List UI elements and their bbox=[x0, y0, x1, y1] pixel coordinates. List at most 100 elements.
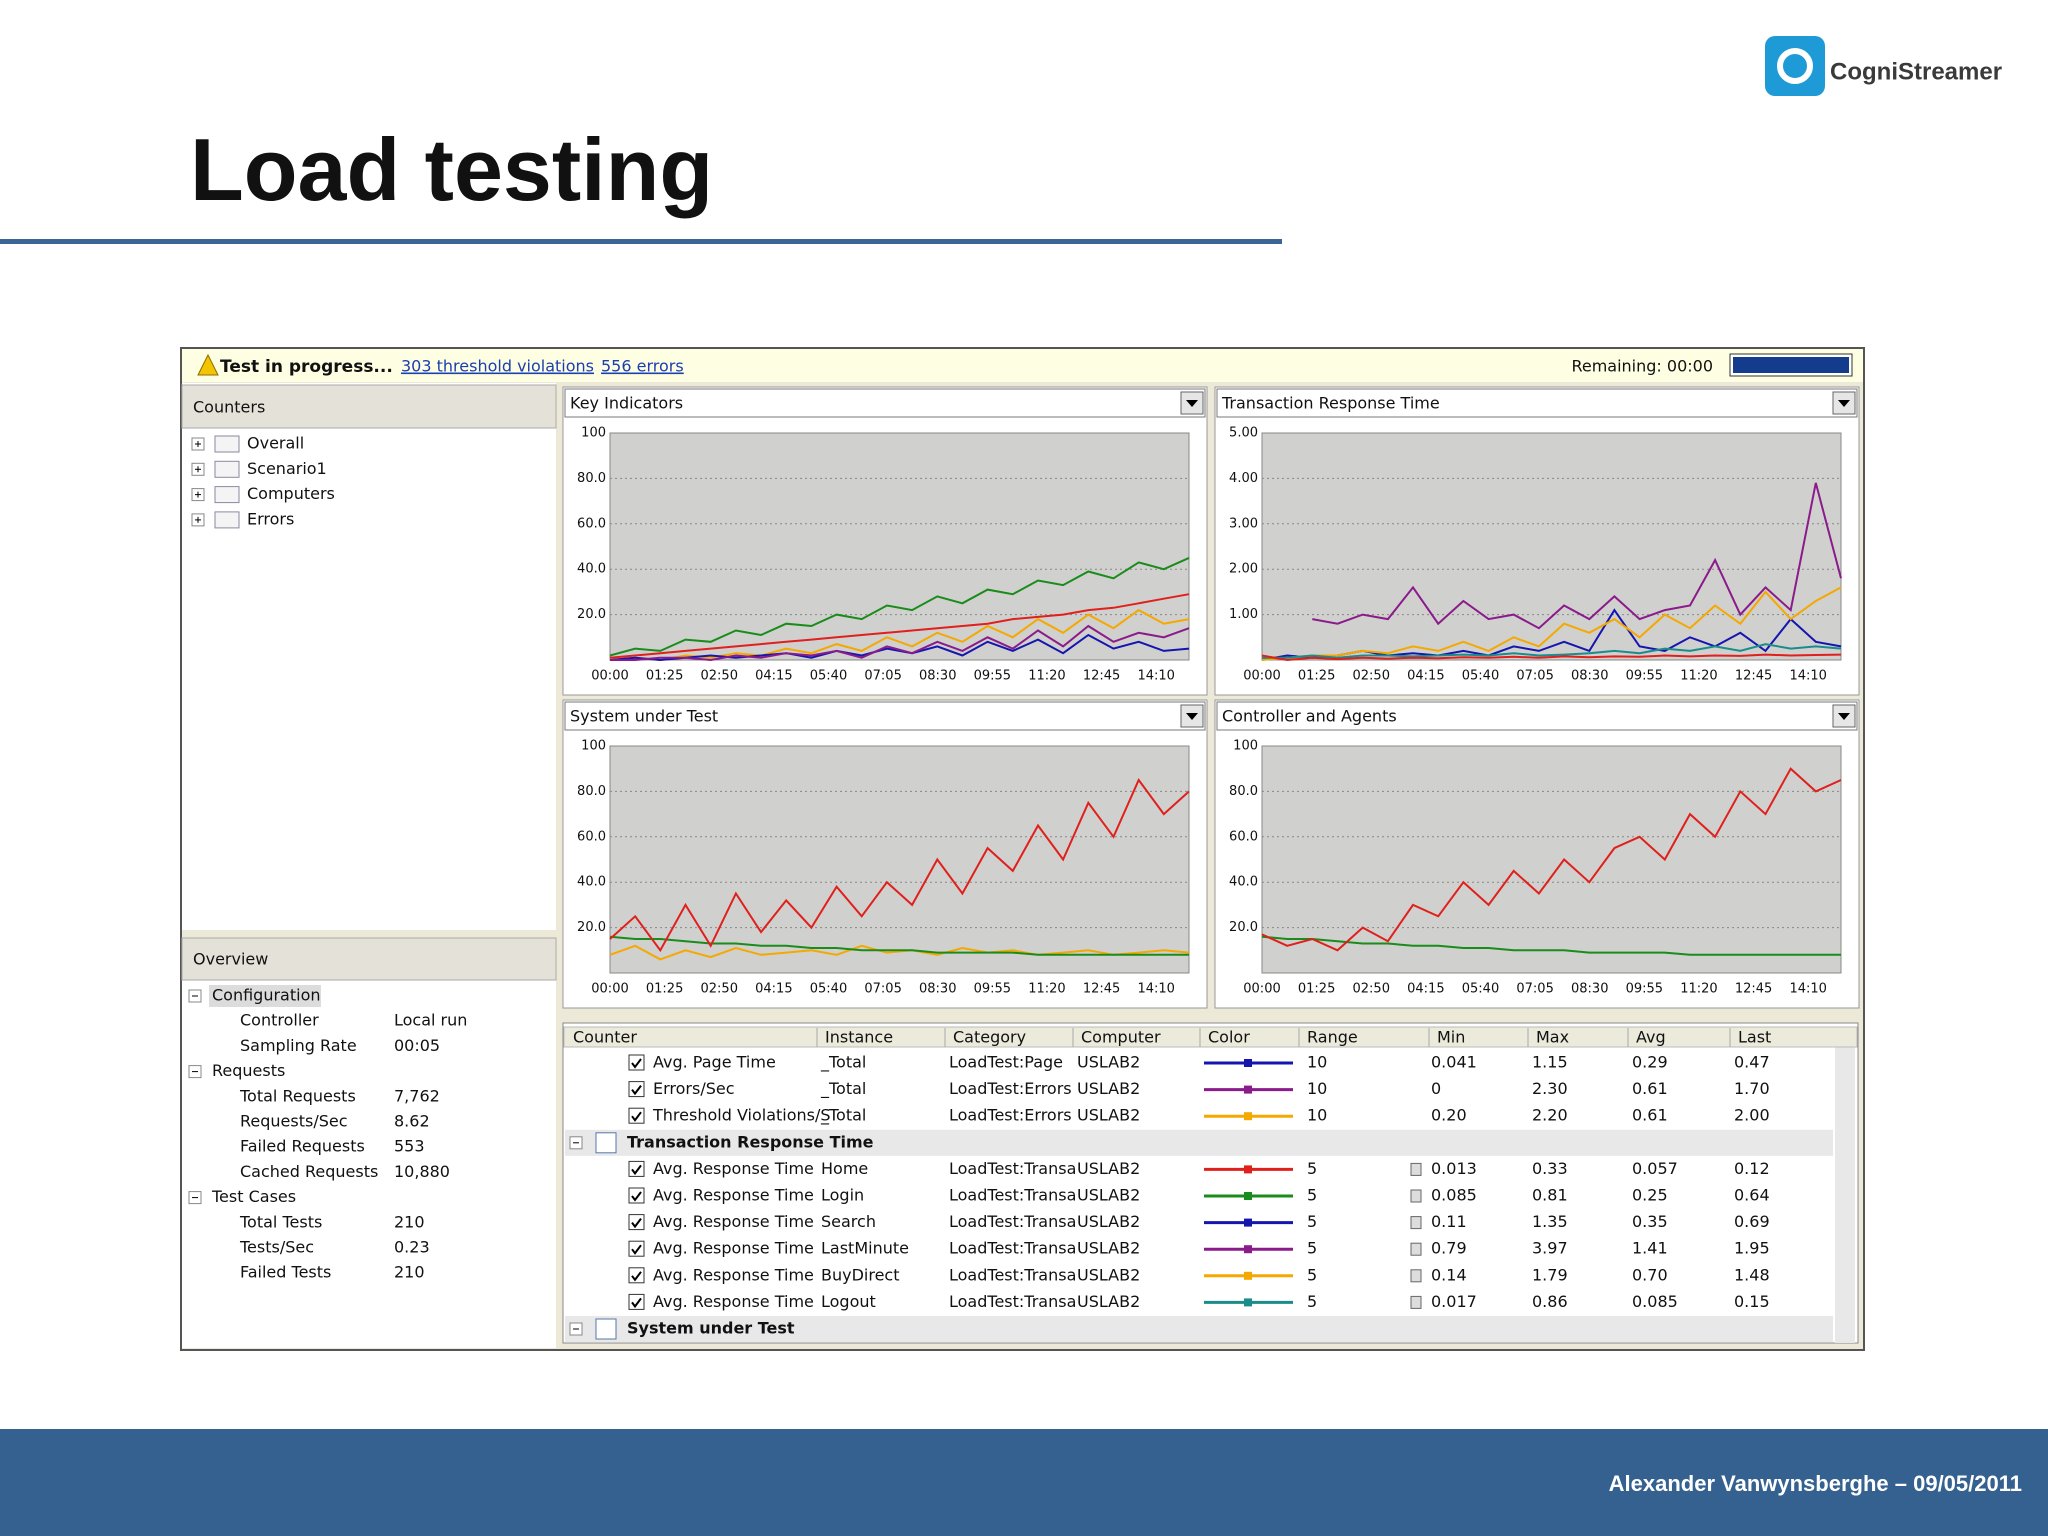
column-header[interactable]: Color bbox=[1208, 1028, 1250, 1047]
chart-titlebar bbox=[564, 388, 1206, 418]
table-cell: 3.97 bbox=[1532, 1239, 1568, 1258]
footer-text: Alexander Vanwynsberghe – 09/05/2011 bbox=[1609, 1471, 2022, 1496]
logo-text: CogniStreamer bbox=[1830, 58, 2002, 85]
group-label: Transaction Response Time bbox=[627, 1132, 874, 1151]
overview-value: 210 bbox=[394, 1212, 425, 1231]
table-cell: 0.085 bbox=[1431, 1186, 1477, 1205]
y-tick-label: 40.0 bbox=[577, 562, 606, 577]
x-tick-label: 04:15 bbox=[1407, 669, 1444, 684]
table-cell: 5 bbox=[1307, 1186, 1317, 1205]
table-cell: USLAB2 bbox=[1077, 1239, 1140, 1258]
table-cell: 0.61 bbox=[1632, 1079, 1668, 1098]
color-swatch-marker bbox=[1244, 1165, 1252, 1174]
table-cell: 1.95 bbox=[1734, 1239, 1770, 1258]
y-tick-label: 100 bbox=[581, 426, 606, 441]
checkmark bbox=[631, 1191, 642, 1202]
overview-value: Local run bbox=[394, 1011, 467, 1030]
y-tick-label: 4.00 bbox=[1229, 471, 1258, 486]
table-cell: LoadTest:Page bbox=[949, 1053, 1063, 1072]
overview-group[interactable]: Requests bbox=[212, 1061, 285, 1080]
column-header[interactable]: Avg bbox=[1636, 1028, 1666, 1047]
checkbox[interactable] bbox=[628, 1081, 645, 1098]
errors-link[interactable]: 556 errors bbox=[601, 357, 684, 376]
y-tick-label: 60.0 bbox=[1229, 829, 1258, 844]
lock-icon bbox=[1410, 1242, 1422, 1256]
y-tick-label: 2.00 bbox=[1229, 562, 1258, 577]
dropdown-arrow bbox=[1186, 713, 1198, 720]
tree-item[interactable]: Scenario1 bbox=[247, 459, 327, 478]
y-tick-label: 3.00 bbox=[1229, 516, 1258, 531]
y-tick-label: 20.0 bbox=[1229, 920, 1258, 935]
table-cell: USLAB2 bbox=[1077, 1079, 1140, 1098]
table-cell: Threshold Violations/S bbox=[652, 1106, 831, 1125]
series-line bbox=[1261, 653, 1842, 662]
table-cell: 5 bbox=[1307, 1292, 1317, 1311]
scrollbar[interactable] bbox=[1835, 1047, 1855, 1343]
overview-group[interactable]: Test Cases bbox=[211, 1187, 296, 1206]
table-cell: LoadTest:Errors bbox=[949, 1079, 1072, 1098]
tree-item[interactable]: Errors bbox=[247, 509, 294, 528]
logo-icon bbox=[1765, 36, 1825, 96]
chart-title: Transaction Response Time bbox=[1221, 394, 1440, 413]
checkmark bbox=[631, 1085, 642, 1096]
tree-item[interactable]: Computers bbox=[247, 484, 335, 503]
x-tick-label: 04:15 bbox=[755, 982, 792, 997]
column-header[interactable]: Last bbox=[1738, 1028, 1771, 1047]
table-cell: Avg. Response Time bbox=[653, 1212, 814, 1231]
checkmark bbox=[631, 1164, 642, 1176]
table-cell: Errors/Sec bbox=[653, 1079, 735, 1098]
tree-item[interactable]: Overall bbox=[247, 434, 304, 453]
overview-value: 8.62 bbox=[394, 1112, 430, 1131]
series-line bbox=[1261, 767, 1842, 952]
x-tick-label: 08:30 bbox=[1571, 669, 1608, 684]
series-line bbox=[609, 556, 1190, 657]
table-cell: Avg. Response Time bbox=[653, 1239, 814, 1258]
series-line bbox=[1261, 935, 1841, 956]
overview-group[interactable]: Configuration bbox=[212, 986, 321, 1005]
column-header[interactable]: Max bbox=[1536, 1028, 1569, 1047]
column-header[interactable]: Counter bbox=[573, 1028, 637, 1047]
column-header[interactable]: Computer bbox=[1081, 1028, 1161, 1047]
x-tick-label: 00:00 bbox=[591, 669, 628, 684]
checkbox[interactable] bbox=[628, 1187, 645, 1204]
slide-title: Load testing bbox=[190, 120, 713, 219]
checkbox[interactable] bbox=[628, 1214, 645, 1231]
lock-icon bbox=[1410, 1295, 1422, 1309]
x-tick-label: 08:30 bbox=[919, 982, 956, 997]
table-cell: Search bbox=[821, 1212, 876, 1231]
overview-label: Tests/Sec bbox=[239, 1238, 314, 1257]
table-cell: 1.70 bbox=[1734, 1079, 1770, 1098]
table-cell: 0.11 bbox=[1431, 1212, 1467, 1231]
checkmark bbox=[631, 1218, 642, 1229]
table-cell: 0.057 bbox=[1632, 1159, 1678, 1178]
table-cell: 0.69 bbox=[1734, 1212, 1770, 1231]
checkbox[interactable] bbox=[628, 1107, 645, 1124]
x-tick-label: 12:45 bbox=[1083, 669, 1120, 684]
checkbox[interactable] bbox=[628, 1054, 645, 1071]
table-cell: 1.79 bbox=[1532, 1265, 1568, 1284]
footer-bar bbox=[0, 1429, 2048, 1536]
table-cell: LoadTest:Errors bbox=[949, 1106, 1072, 1125]
table-cell: USLAB2 bbox=[1077, 1265, 1140, 1284]
column-header[interactable]: Category bbox=[953, 1028, 1026, 1047]
table-cell: 5 bbox=[1307, 1212, 1317, 1231]
column-header[interactable]: Instance bbox=[825, 1028, 893, 1047]
checkbox[interactable] bbox=[628, 1267, 645, 1284]
overview-value: 210 bbox=[394, 1263, 425, 1282]
table-cell: 0.33 bbox=[1532, 1159, 1568, 1178]
checkbox[interactable] bbox=[628, 1160, 645, 1177]
column-header[interactable]: Min bbox=[1437, 1028, 1465, 1047]
violations-link[interactable]: 303 threshold violations bbox=[401, 357, 594, 376]
table-cell: 2.30 bbox=[1532, 1079, 1568, 1098]
column-header[interactable]: Range bbox=[1307, 1028, 1358, 1047]
checkmark bbox=[631, 1058, 642, 1069]
x-tick-label: 08:30 bbox=[919, 669, 956, 684]
series-line bbox=[609, 608, 1190, 662]
table-cell: 0.041 bbox=[1431, 1053, 1477, 1072]
x-tick-label: 12:45 bbox=[1735, 669, 1772, 684]
x-tick-label: 12:45 bbox=[1735, 982, 1772, 997]
dropdown-arrow bbox=[1838, 713, 1850, 720]
checkbox[interactable] bbox=[628, 1240, 645, 1257]
checkbox[interactable] bbox=[628, 1293, 645, 1310]
